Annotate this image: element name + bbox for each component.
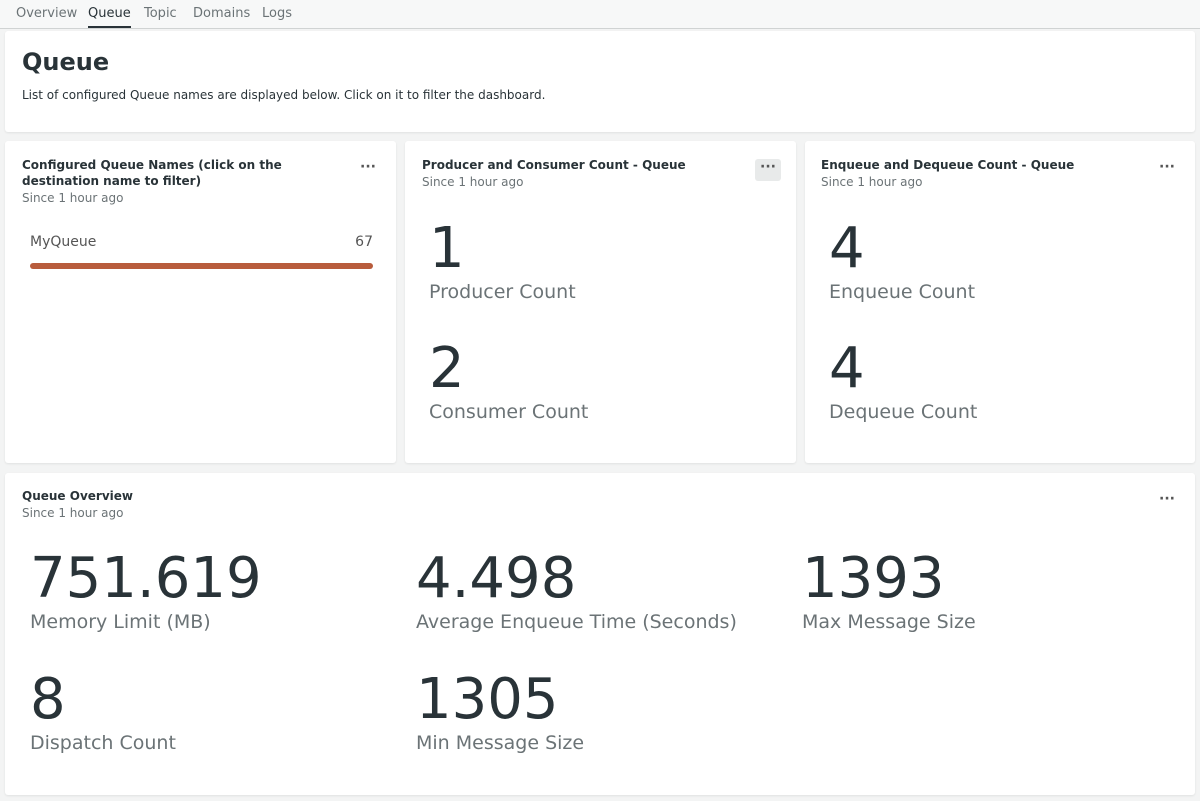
stat-value: 2 xyxy=(429,336,465,401)
stat: 1 Producer Count xyxy=(429,219,576,305)
tab[interactable]: Topic xyxy=(144,6,177,21)
queue-bar xyxy=(30,263,373,269)
stat-value: 8 xyxy=(30,667,66,732)
stat: 751.619 Memory Limit (MB) xyxy=(30,549,262,635)
queue-name: MyQueue xyxy=(30,234,97,250)
header-card: Queue List of configured Queue names are… xyxy=(5,31,1195,132)
widget-subtitle: Since 1 hour ago xyxy=(422,175,524,189)
stat-label: Consumer Count xyxy=(429,401,589,423)
stat-label: Dispatch Count xyxy=(30,732,176,754)
stat-label: Memory Limit (MB) xyxy=(30,611,211,633)
tab[interactable]: Queue xyxy=(88,6,131,28)
stat-value: 4.498 xyxy=(416,546,577,611)
widget-subtitle: Since 1 hour ago xyxy=(22,191,124,205)
stat-label: Dequeue Count xyxy=(829,401,978,423)
page-description: List of configured Queue names are displ… xyxy=(22,88,546,102)
stat-label: Max Message Size xyxy=(802,611,976,633)
tab[interactable]: Domains xyxy=(193,6,251,21)
stat-value: 1 xyxy=(429,216,465,281)
queue-row[interactable]: MyQueue 67 xyxy=(30,231,373,271)
stat: 1393 Max Message Size xyxy=(802,549,976,635)
stat-label: Producer Count xyxy=(429,281,576,303)
stat: 2 Consumer Count xyxy=(429,339,588,425)
stat-label: Enqueue Count xyxy=(829,281,976,303)
stat: 4 Enqueue Count xyxy=(829,219,975,305)
widget-title: Producer and Consumer Count - Queue xyxy=(422,158,686,172)
stat: 8 Dispatch Count xyxy=(30,670,176,756)
stat-value: 4 xyxy=(829,216,865,281)
widget-title: Queue Overview xyxy=(22,489,133,503)
menu-button[interactable]: ··· xyxy=(755,159,781,181)
menu-button[interactable]: ··· xyxy=(1159,491,1175,507)
tab[interactable]: Logs xyxy=(262,6,292,21)
stat-value: 1393 xyxy=(802,546,945,611)
stat-value: 1305 xyxy=(416,667,559,732)
stat-label: Min Message Size xyxy=(416,732,585,754)
stat: 4 Dequeue Count xyxy=(829,339,977,425)
widget-subtitle: Since 1 hour ago xyxy=(821,175,923,189)
tab-bar: Overview Queue Topic Domains Logs xyxy=(0,0,1200,29)
menu-button[interactable]: ··· xyxy=(1159,159,1175,175)
widget-title: Configured Queue Names (click on the des… xyxy=(22,158,282,188)
queue-value: 67 xyxy=(355,234,373,250)
tab[interactable]: Overview xyxy=(16,6,78,21)
widget: Producer and Consumer Count - Queue Sinc… xyxy=(405,141,796,463)
menu-button[interactable]: ··· xyxy=(360,159,376,175)
stat-value: 4 xyxy=(829,336,865,401)
widget-subtitle: Since 1 hour ago xyxy=(22,506,124,520)
widget: Enqueue and Dequeue Count - Queue Since … xyxy=(805,141,1195,463)
page-title: Queue xyxy=(22,48,110,76)
stat-value: 751.619 xyxy=(30,546,262,611)
widget: Configured Queue Names (click on the des… xyxy=(5,141,396,463)
widget-title: Enqueue and Dequeue Count - Queue xyxy=(821,158,1075,172)
stat: 4.498 Average Enqueue Time (Seconds) xyxy=(416,549,737,635)
stat-label: Average Enqueue Time (Seconds) xyxy=(416,611,737,633)
stat: 1305 Min Message Size xyxy=(416,670,584,756)
overview-card: Queue Overview Since 1 hour ago ··· 751.… xyxy=(5,473,1195,795)
